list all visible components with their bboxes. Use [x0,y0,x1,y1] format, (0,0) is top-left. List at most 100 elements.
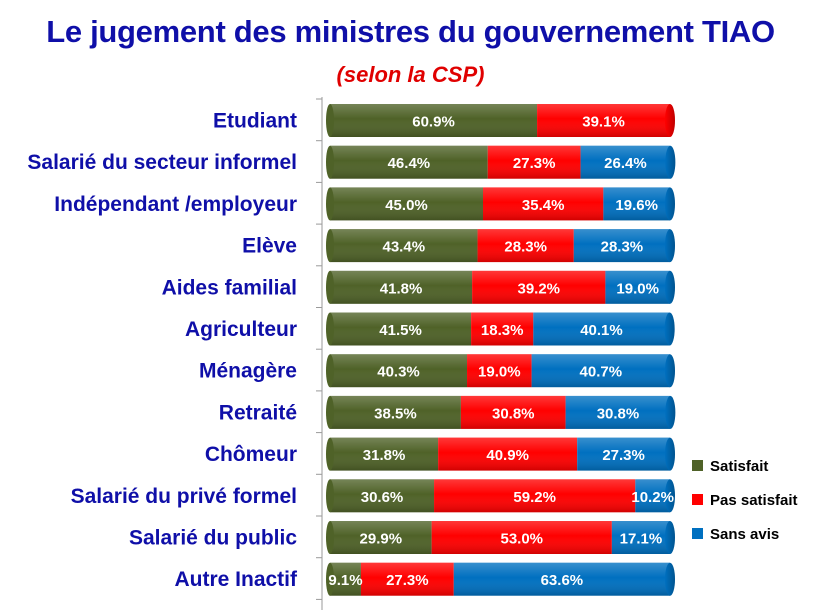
bar-shading [577,437,670,471]
category-label: Salarié du secteur informel [27,151,297,174]
bar-cap-shade [665,270,675,304]
data-label: 26.4% [604,155,647,172]
bar-cap-left [326,187,334,221]
bar-cap-shade [664,312,675,346]
data-label: 39.1% [582,114,625,131]
bar-shading [603,187,670,221]
data-label: 38.5% [374,405,417,422]
bar-shading [467,354,532,388]
bar-shading [330,187,483,221]
data-label: 39.2% [517,280,560,297]
bar-shading [453,562,670,596]
data-label: 9.1% [328,572,362,589]
category-label: Ménagère [199,360,297,383]
bar-shading [635,479,670,513]
data-label: 27.3% [513,155,556,172]
bar-cap-left [326,479,334,513]
data-label: 19.6% [615,197,658,214]
data-label: 10.2% [631,489,674,506]
chart-title: Le jugement des ministres du gouvernemen… [46,14,775,49]
bar-shading [537,104,670,137]
bar-cap-shade [665,395,676,429]
data-label: 18.3% [481,322,524,339]
bar-shading [611,521,670,554]
legend-swatch [692,494,703,505]
data-label: 41.8% [380,280,423,297]
bar-shading [605,270,670,304]
category-label: Chômeur [205,443,297,466]
bar-cap-left [326,562,334,596]
bar-cap-left [326,521,334,554]
bar-shading [565,395,671,429]
bar-shading [330,229,478,263]
bar-shading [477,229,574,263]
legend-label: Sans avis [710,526,779,543]
category-label: Elève [242,235,297,258]
bar-cap-shade [665,229,675,263]
data-label: 30.6% [361,489,404,506]
data-label: 63.6% [541,572,584,589]
data-label: 27.3% [386,572,429,589]
data-label: 31.8% [363,447,406,464]
bar-cap-shade [665,562,675,596]
bar-shading [460,395,566,429]
data-label: 30.8% [492,405,535,422]
category-label: Aides familial [162,276,297,299]
data-label: 43.4% [383,239,426,256]
legend-swatch [692,460,703,471]
bar-cap-left [326,312,334,346]
legend-label: Satisfait [710,458,768,475]
category-label: Indépendant /employeur [54,193,297,216]
data-label: 17.1% [620,531,663,548]
data-label: 46.4% [388,155,431,172]
bar-cap-shade [665,145,676,179]
data-label: 59.2% [513,489,556,506]
bar-shading [472,270,606,304]
data-label: 60.9% [412,114,455,131]
data-label: 40.3% [377,364,420,381]
category-label: Retraité [219,401,297,424]
bar-cap-left [326,395,334,429]
bar-shading [431,521,612,554]
bar-shading [330,479,435,513]
bar-shading [330,562,361,596]
bar-shading [330,270,473,304]
bar-shading [330,145,488,179]
bar-shading [471,312,534,346]
legend-swatch [692,528,703,539]
chart-subtitle: (selon la CSP) [336,62,485,87]
bar-cap-shade [665,354,675,388]
bar-shading [330,395,461,429]
bar-shading [580,145,671,179]
bar-shading [438,437,578,471]
bar-shading [573,229,670,263]
bar-shading [434,479,636,513]
bar-cap-left [326,145,334,179]
data-label: 19.0% [616,280,659,297]
bar-cap-shade [665,104,675,137]
data-label: 40.1% [580,322,623,339]
bar-shading [330,104,538,137]
legend-label: Pas satisfait [710,492,798,509]
data-label: 29.9% [360,531,403,548]
bar-cap-shade [665,187,675,221]
bar-cap-left [326,437,334,471]
bar-cap-left [326,229,334,263]
bar-cap-shade [665,437,675,471]
data-label: 35.4% [522,197,565,214]
data-label: 28.3% [601,239,644,256]
category-label: Salarié du public [129,527,297,550]
bar-shading [533,312,670,346]
bar-shading [330,437,439,471]
data-label: 28.3% [504,239,547,256]
bar-cap-left [326,270,334,304]
data-label: 27.3% [602,447,645,464]
category-label: Etudiant [213,110,297,133]
bar-shading [330,521,432,554]
data-label: 40.7% [580,364,623,381]
bar-shading [487,145,581,179]
data-label: 30.8% [597,405,640,422]
data-label: 45.0% [385,197,428,214]
bar-shading [330,354,468,388]
